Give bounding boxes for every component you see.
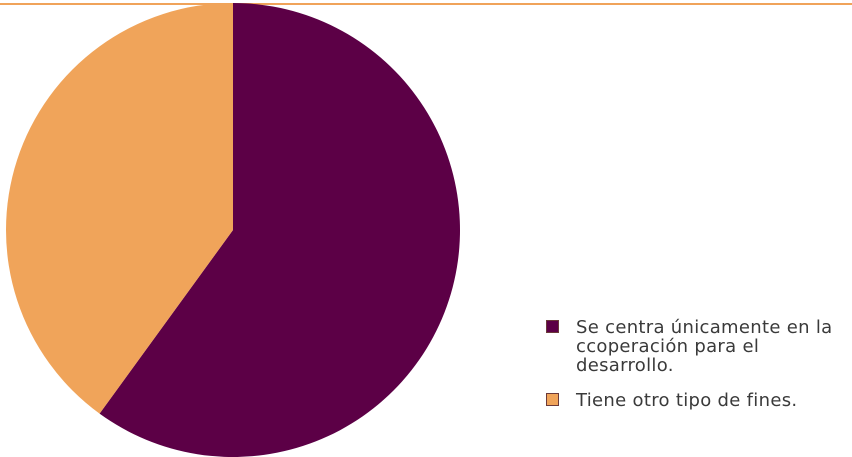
legend-swatch-se-centra [546, 320, 559, 333]
legend-label-otro-tipo: Tiene otro tipo de fines. [576, 390, 798, 411]
top-rule [0, 3, 852, 5]
pie-slices [6, 3, 460, 457]
pie-slice-otro-tipo [6, 3, 234, 414]
legend-item-otro-tipo: Tiene otro tipo de fines. [546, 391, 846, 410]
legend: Se centra únicamente en la ccoperación p… [546, 318, 846, 426]
legend-label-se-centra: Se centra únicamente en la ccoperación p… [576, 317, 833, 376]
legend-swatch-otro-tipo [546, 393, 559, 406]
pie-slice-se-centra [99, 3, 460, 457]
legend-item-se-centra: Se centra únicamente en la ccoperación p… [546, 318, 846, 375]
